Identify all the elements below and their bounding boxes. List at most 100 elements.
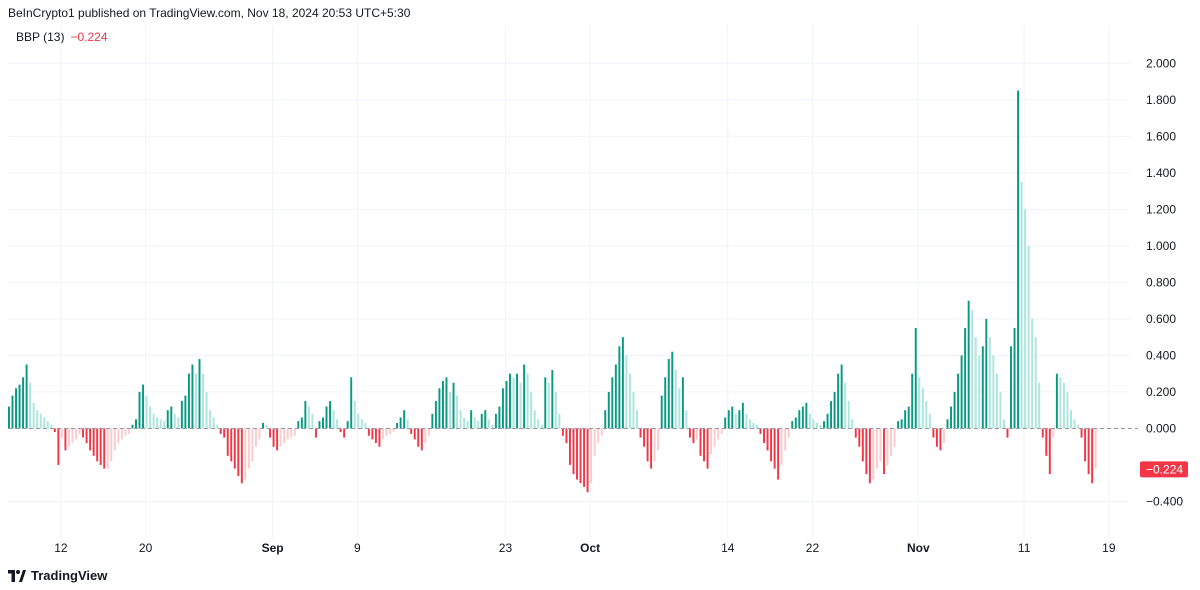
- histogram-bar: [699, 428, 702, 456]
- histogram-bar: [230, 428, 233, 462]
- histogram-bar: [830, 401, 833, 429]
- histogram-bar: [399, 417, 402, 429]
- histogram-bar: [498, 406, 501, 429]
- histogram-bar: [861, 428, 864, 462]
- publisher-header: BeInCrypto1 published on TradingView.com…: [8, 6, 411, 20]
- bbp-chart[interactable]: −0.400 0.000 0.200 0.400 0.600 0.800 1.000 1.20…: [0, 0, 1200, 560]
- histogram-bar: [974, 337, 977, 429]
- histogram-bar: [1070, 410, 1072, 429]
- histogram-bar: [865, 428, 868, 475]
- histogram-bar: [801, 406, 804, 429]
- histogram-bar: [932, 428, 935, 438]
- x-axis[interactable]: 12 20 Sep 9 23 Oct 14 22 Nov 11 19: [54, 541, 1116, 555]
- histogram-bar: [240, 428, 243, 484]
- histogram-bar: [791, 421, 794, 429]
- histogram-bar: [505, 380, 508, 429]
- histogram-bar: [50, 424, 53, 429]
- histogram-bar: [32, 402, 35, 429]
- histogram-bar: [149, 406, 152, 429]
- histogram-bar: [202, 373, 204, 429]
- histogram-bar: [1006, 428, 1009, 438]
- histogram-bar: [1034, 337, 1037, 429]
- histogram-bar: [247, 428, 250, 469]
- y-axis[interactable]: −0.400 0.000 0.200 0.400 0.600 0.800 1.000 1.20…: [1146, 56, 1183, 508]
- histogram-bar: [685, 410, 688, 429]
- histogram-bar: [480, 413, 483, 429]
- histogram-bar: [674, 370, 677, 429]
- histogram-bar: [286, 428, 289, 440]
- histogram-bar: [413, 428, 416, 440]
- histogram-bar: [223, 428, 226, 438]
- histogram-bar: [833, 391, 836, 429]
- histogram-bars: [8, 90, 1097, 493]
- indicator-value: −0.224: [70, 30, 108, 44]
- histogram-bar: [364, 422, 367, 429]
- histogram-bar: [815, 422, 818, 429]
- histogram-bar: [470, 410, 473, 429]
- histogram-bar: [787, 428, 790, 438]
- histogram-bar: [106, 428, 109, 469]
- histogram-bar: [378, 428, 381, 447]
- y-tick-label: 1.600: [1146, 129, 1176, 143]
- histogram-bar: [156, 417, 159, 429]
- histogram-bar: [780, 428, 783, 465]
- histogram-bar: [463, 417, 466, 429]
- histogram-bar: [1059, 377, 1062, 429]
- histogram-bar: [756, 424, 758, 429]
- histogram-bar: [890, 428, 893, 456]
- histogram-bar: [396, 422, 399, 429]
- histogram-bar: [64, 428, 67, 451]
- histogram-bar: [523, 364, 526, 429]
- histogram-bar: [445, 377, 448, 429]
- histogram-bar: [872, 428, 875, 480]
- tradingview-footer[interactable]: TradingView: [8, 568, 107, 583]
- histogram-bar: [734, 413, 737, 429]
- histogram-bar: [953, 391, 956, 429]
- histogram-bar: [558, 413, 561, 429]
- histogram-bar: [823, 421, 825, 429]
- histogram-bar: [110, 428, 113, 462]
- histogram-bar: [738, 410, 741, 429]
- histogram-bar: [406, 419, 409, 429]
- histogram-bar: [914, 328, 917, 429]
- histogram-bar: [688, 428, 691, 438]
- histogram-bar: [763, 428, 765, 444]
- histogram-bar: [89, 428, 92, 451]
- histogram-bar: [484, 410, 487, 429]
- histogram-bar: [392, 428, 395, 433]
- indicator-legend[interactable]: BBP (13) −0.224: [16, 30, 108, 44]
- histogram-bar: [632, 391, 635, 429]
- histogram-bar: [173, 413, 176, 429]
- histogram-bar: [805, 402, 808, 429]
- histogram-bar: [501, 388, 504, 429]
- histogram-bar: [473, 417, 476, 429]
- histogram-bar: [664, 377, 667, 429]
- histogram-bar: [279, 428, 282, 447]
- histogram-bar: [625, 355, 628, 429]
- histogram-bar: [53, 428, 56, 433]
- histogram-bar: [329, 401, 332, 429]
- histogram-bar: [530, 391, 533, 429]
- histogram-bar: [844, 382, 847, 429]
- histogram-bar: [607, 391, 610, 429]
- histogram-bar: [456, 395, 459, 429]
- last-value-badge: [1140, 461, 1188, 478]
- histogram-bar: [960, 355, 963, 429]
- histogram-bar: [22, 377, 25, 429]
- histogram-bar: [57, 428, 60, 465]
- histogram-bar: [1087, 428, 1090, 475]
- histogram-bar: [374, 428, 377, 444]
- histogram-bar: [371, 428, 374, 440]
- histogram-bar: [1062, 382, 1065, 429]
- histogram-bar: [727, 410, 730, 429]
- histogram-bar: [459, 410, 462, 429]
- histogram-bar: [988, 337, 991, 429]
- histogram-bar: [886, 428, 889, 465]
- histogram-bar: [650, 428, 653, 469]
- histogram-bar: [971, 309, 974, 429]
- histogram-bar: [946, 419, 949, 429]
- histogram-bar: [812, 419, 815, 429]
- histogram-bar: [569, 428, 571, 465]
- histogram-bar: [597, 428, 600, 444]
- histogram-bar: [212, 417, 215, 429]
